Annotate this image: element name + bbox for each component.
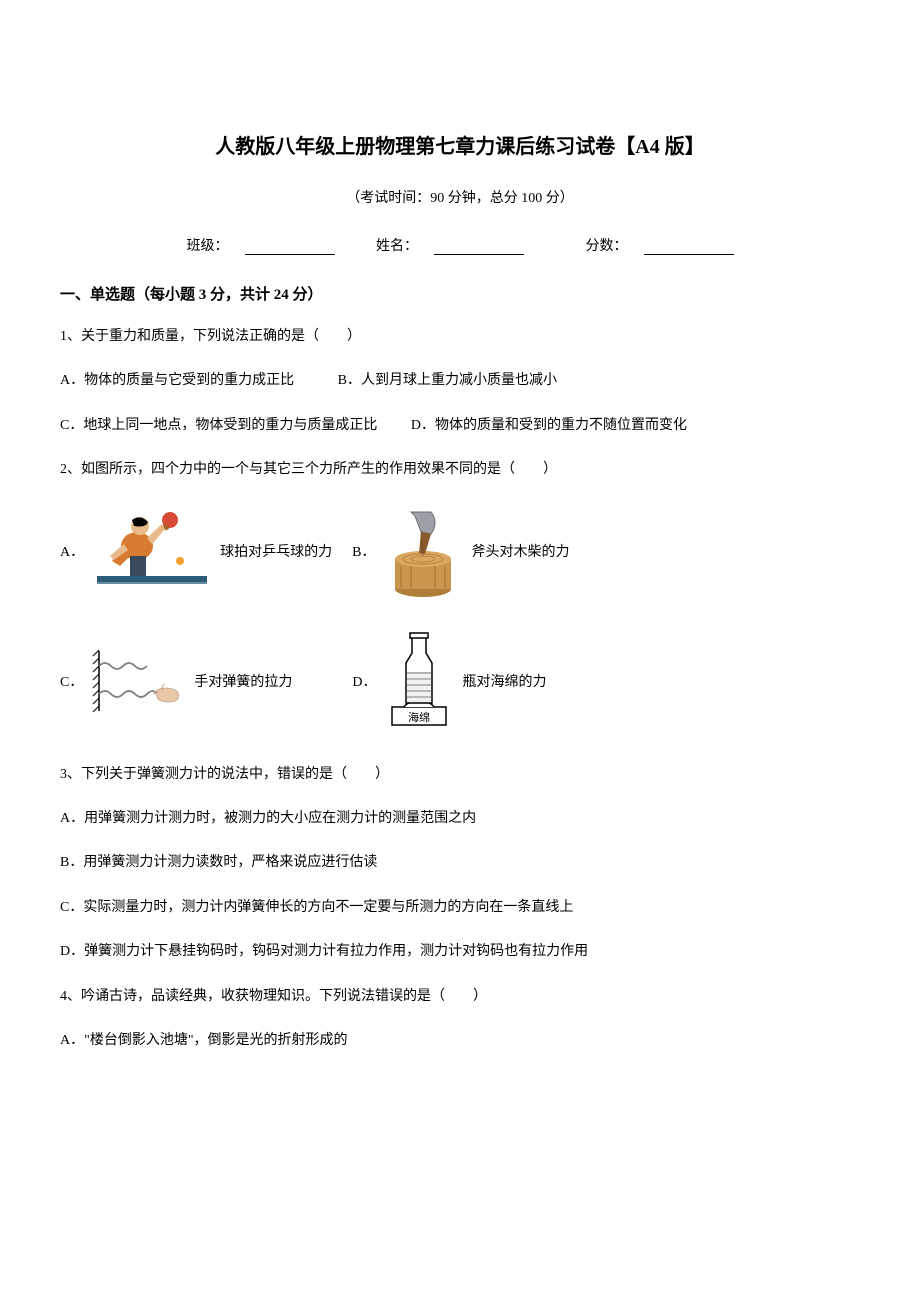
- q2-options-row1: A．: [60, 504, 860, 599]
- name-blank: [434, 239, 524, 255]
- score-blank: [644, 239, 734, 255]
- spring-hand-icon: [91, 646, 186, 716]
- pingpong-icon: [92, 506, 212, 596]
- document-title: 人教版八年级上册物理第七章力课后练习试卷【A4 版】: [60, 130, 860, 159]
- q2-opt-a-block: A．: [60, 506, 332, 596]
- q2-opt-c-label: C．: [60, 671, 83, 691]
- class-blank: [245, 239, 335, 255]
- q2-opt-b-block: B． 斧头对木柴的力: [352, 504, 569, 599]
- q2-opt-c-text: 手对弹簧的拉力: [194, 671, 292, 691]
- q1-opt-b: B．人到月球上重力减小质量也减小: [338, 373, 557, 388]
- score-label: 分数：: [586, 239, 628, 254]
- q2-opt-d-block: D． 海绵: [352, 629, 546, 734]
- q2-options-row2: C．: [60, 629, 860, 734]
- q4-opt-a: A．"楼台倒影入池塘"，倒影是光的折射形成的: [60, 1030, 860, 1052]
- q2-opt-a-text: 球拍对乒乓球的力: [220, 541, 332, 561]
- q2-opt-b-label: B．: [352, 541, 375, 561]
- q1-opt-c: C．地球上同一地点，物体受到的重力与质量成正比: [60, 418, 377, 433]
- q1-stem: 1、关于重力和质量，下列说法正确的是（ ）: [60, 326, 860, 348]
- q1-options-row1: A．物体的质量与它受到的重力成正比 B．人到月球上重力减小质量也减小: [60, 370, 860, 392]
- q3-opt-b: B．用弹簧测力计测力读数时，严格来说应进行估读: [60, 852, 860, 874]
- section-1-header: 一、单选题（每小题 3 分，共计 24 分）: [60, 283, 860, 304]
- q2-opt-c-block: C．: [60, 646, 292, 716]
- name-label: 姓名：: [376, 239, 418, 254]
- sponge-label-text: 海绵: [408, 710, 430, 724]
- q3-opt-c: C．实际测量力时，测力计内弹簧伸长的方向不一定要与所测力的方向在一条直线上: [60, 897, 860, 919]
- student-info-line: 班级： 姓名： 分数：: [60, 235, 860, 255]
- q2-opt-a-label: A．: [60, 541, 84, 561]
- q2-opt-d-text: 瓶对海绵的力: [462, 671, 546, 691]
- q1-opt-a: A．物体的质量与它受到的重力成正比: [60, 373, 294, 388]
- q2-opt-b-text: 斧头对木柴的力: [471, 541, 569, 561]
- q3-stem: 3、下列关于弹簧测力计的说法中，错误的是（ ）: [60, 764, 860, 786]
- exam-info: （考试时间：90 分钟，总分 100 分）: [60, 187, 860, 207]
- q3-opt-a: A．用弹簧测力计测力时，被测力的大小应在测力计的测量范围之内: [60, 808, 860, 830]
- q4-stem: 4、吟诵古诗，品读经典，收获物理知识。下列说法错误的是（ ）: [60, 986, 860, 1008]
- axe-wood-icon: [383, 504, 463, 599]
- q2-opt-d-label: D．: [352, 671, 376, 691]
- q1-options-row2: C．地球上同一地点，物体受到的重力与质量成正比 D．物体的质量和受到的重力不随位…: [60, 415, 860, 437]
- class-label: 班级：: [187, 239, 229, 254]
- bottle-sponge-icon: 海绵: [384, 629, 454, 734]
- q2-stem: 2、如图所示，四个力中的一个与其它三个力所产生的作用效果不同的是（ ）: [60, 459, 860, 481]
- q3-opt-d: D．弹簧测力计下悬挂钩码时，钩码对测力计有拉力作用，测力计对钩码也有拉力作用: [60, 941, 860, 963]
- q1-opt-d: D．物体的质量和受到的重力不随位置而变化: [411, 418, 687, 433]
